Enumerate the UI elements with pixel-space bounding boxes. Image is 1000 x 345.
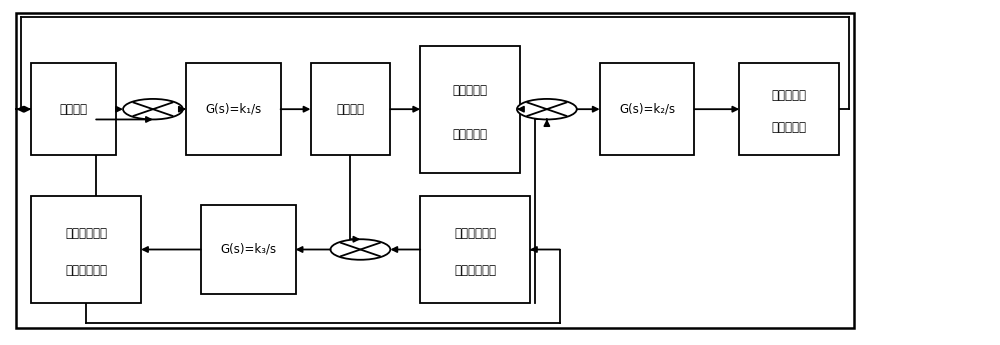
Text: 高压关断活门: 高压关断活门: [65, 227, 107, 240]
Text: 高压关断活门: 高压关断活门: [454, 227, 496, 240]
Text: 压差活门位: 压差活门位: [453, 84, 488, 97]
Bar: [311, 63, 390, 155]
Text: 压力计算模块: 压力计算模块: [454, 264, 496, 277]
Bar: [31, 63, 116, 155]
Bar: [739, 63, 839, 155]
Text: 力计算模块: 力计算模块: [772, 121, 807, 134]
Bar: [420, 196, 530, 303]
Text: G(s)=k₃/s: G(s)=k₃/s: [220, 243, 276, 256]
Bar: [600, 63, 694, 155]
Text: 移计算模块: 移计算模块: [453, 128, 488, 141]
Circle shape: [330, 239, 390, 260]
Text: 压差活门压: 压差活门压: [772, 89, 807, 102]
Circle shape: [123, 99, 183, 119]
Circle shape: [517, 99, 577, 119]
Bar: [31, 196, 141, 303]
Bar: [186, 63, 281, 155]
Text: 位移计算模块: 位移计算模块: [65, 264, 107, 277]
Text: 回油活门: 回油活门: [60, 103, 88, 116]
Bar: [420, 46, 520, 172]
Bar: [201, 205, 296, 294]
Bar: [16, 13, 854, 328]
Text: G(s)=k₁/s: G(s)=k₁/s: [205, 103, 261, 116]
Text: 计量活门: 计量活门: [336, 103, 364, 116]
Text: G(s)=k₂/s: G(s)=k₂/s: [619, 103, 675, 116]
